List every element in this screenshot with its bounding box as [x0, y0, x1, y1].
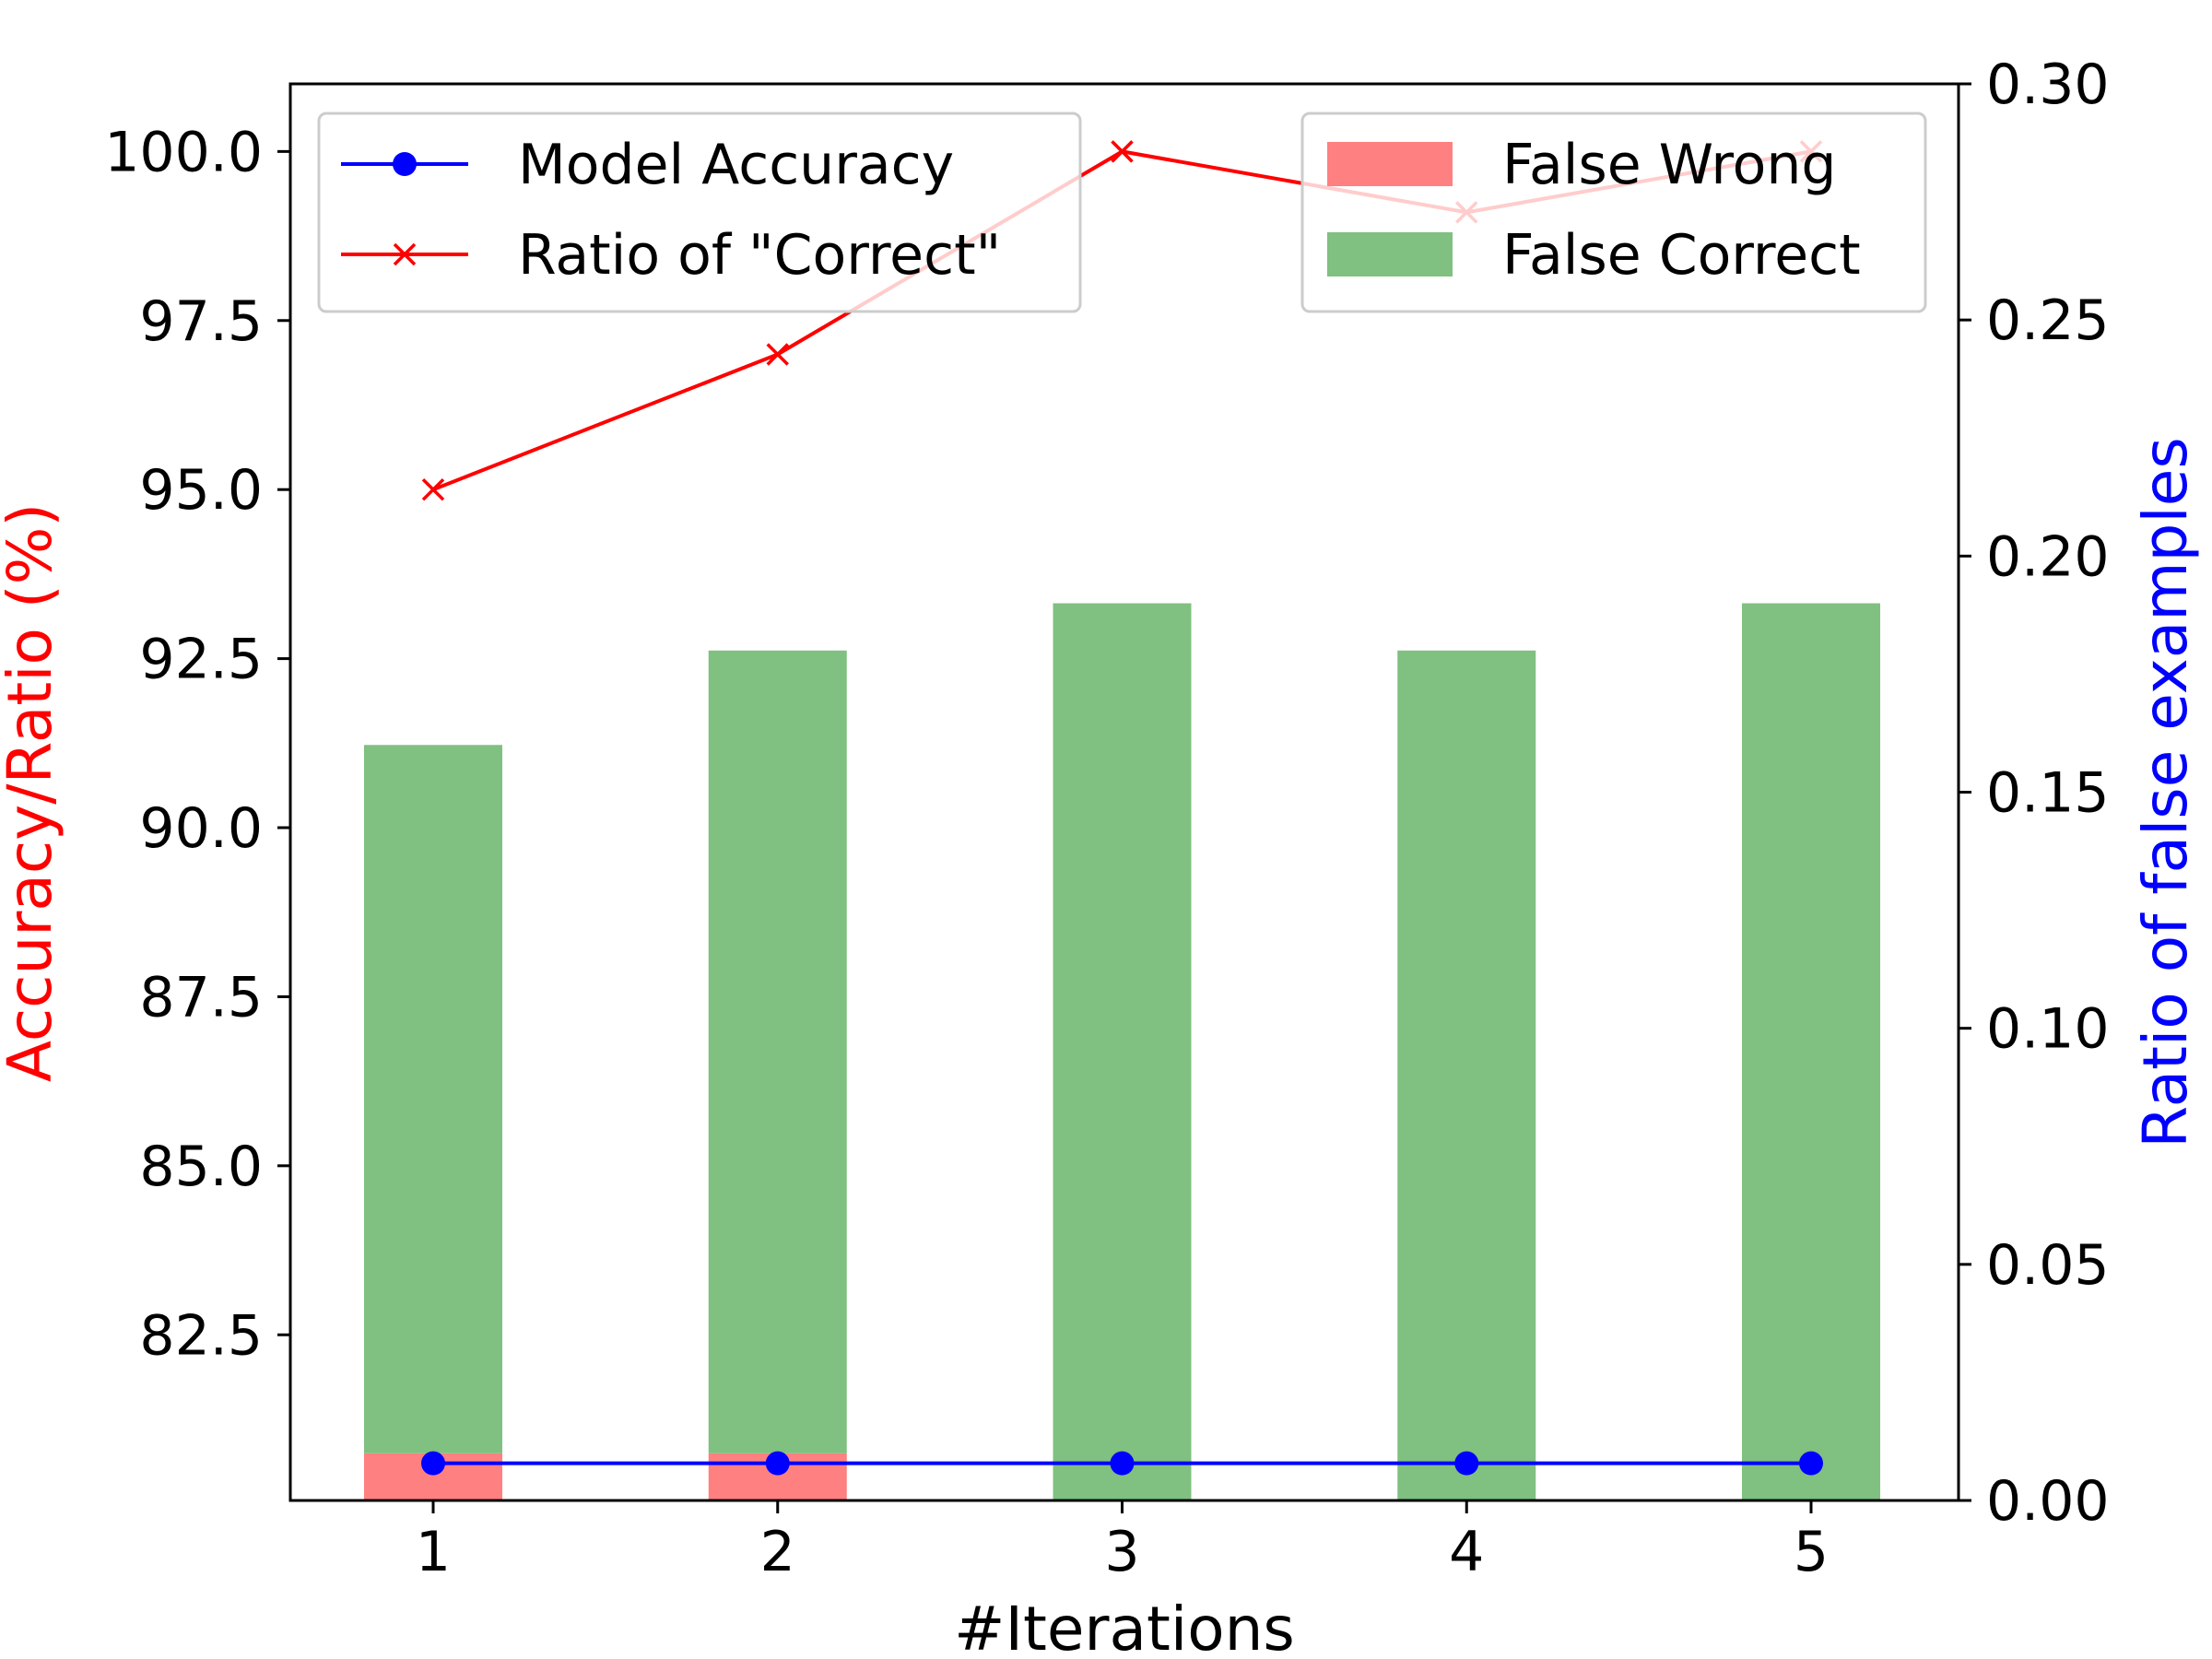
- y-right-tick-label: 0.15: [1986, 761, 2110, 826]
- y-left-tick-label: 85.0: [139, 1135, 263, 1199]
- y-left-tick-label: 82.5: [139, 1303, 263, 1368]
- bar-false-correct: [1053, 603, 1192, 1500]
- legend-label: False Wrong: [1502, 133, 1837, 197]
- point-ratio-correct: [766, 343, 789, 366]
- legend-label: False Correct: [1502, 223, 1861, 288]
- bar-layer: [364, 603, 1880, 1500]
- tick-layer: 1 2 3 4 5 82.5 85.0 87.5 90.0 92.5 95.0 97.5 100.0 0.…: [104, 53, 2109, 1584]
- legend-bars: False Wrong False Correct: [1300, 112, 1927, 313]
- y-right-tick-label: 0.25: [1986, 288, 2110, 353]
- bar-false-correct: [1397, 650, 1536, 1500]
- y-axis-left-label: Accuracy/Ratio (%): [0, 503, 65, 1082]
- x-tick-label: 1: [416, 1520, 451, 1584]
- point-ratio-correct: [421, 477, 445, 501]
- legend-label: Ratio of "Correct": [518, 223, 1001, 288]
- y-left-tick-label: 90.0: [139, 796, 263, 861]
- x-tick-label: 2: [760, 1520, 795, 1584]
- bar-false-correct: [708, 650, 847, 1453]
- point-model-accuracy: [1799, 1451, 1823, 1476]
- y-left-tick-label: 95.0: [139, 458, 263, 523]
- y-right-tick-label: 0.30: [1986, 53, 2110, 117]
- point-ratio-correct: [1111, 140, 1134, 163]
- legend-lines: Model Accuracy Ratio of "Correct": [317, 112, 1082, 313]
- legend-layer: Model Accuracy Ratio of "Correct" False Wr…: [317, 112, 1927, 313]
- point-model-accuracy: [1110, 1451, 1135, 1476]
- y-right-tick-label: 0.10: [1986, 997, 2110, 1062]
- y-left-tick-label: 87.5: [139, 965, 263, 1030]
- legend-swatch: [1327, 142, 1453, 186]
- x-tick-label: 5: [1794, 1520, 1829, 1584]
- legend-swatch: [1327, 232, 1453, 276]
- y-left-tick-label: 97.5: [139, 289, 263, 354]
- y-left-tick-label: 100.0: [104, 120, 263, 184]
- y-right-tick-label: 0.20: [1986, 524, 2110, 589]
- point-model-accuracy: [421, 1451, 445, 1476]
- bar-false-correct: [1742, 603, 1880, 1500]
- x-axis-label: #Iterations: [954, 1594, 1295, 1659]
- x-tick-label: 4: [1449, 1520, 1484, 1584]
- x-tick-label: 3: [1104, 1520, 1139, 1584]
- y-right-tick-label: 0.05: [1986, 1233, 2110, 1298]
- legend-label: Model Accuracy: [518, 133, 954, 197]
- bar-false-correct: [364, 745, 502, 1453]
- y-axis-right-label: Ratio of false examples: [2130, 437, 2201, 1147]
- legend-marker-model-accuracy: [393, 152, 417, 176]
- point-model-accuracy: [1454, 1451, 1479, 1476]
- y-left-tick-label: 92.5: [139, 628, 263, 692]
- y-right-tick-label: 0.00: [1986, 1469, 2110, 1534]
- point-model-accuracy: [765, 1451, 790, 1476]
